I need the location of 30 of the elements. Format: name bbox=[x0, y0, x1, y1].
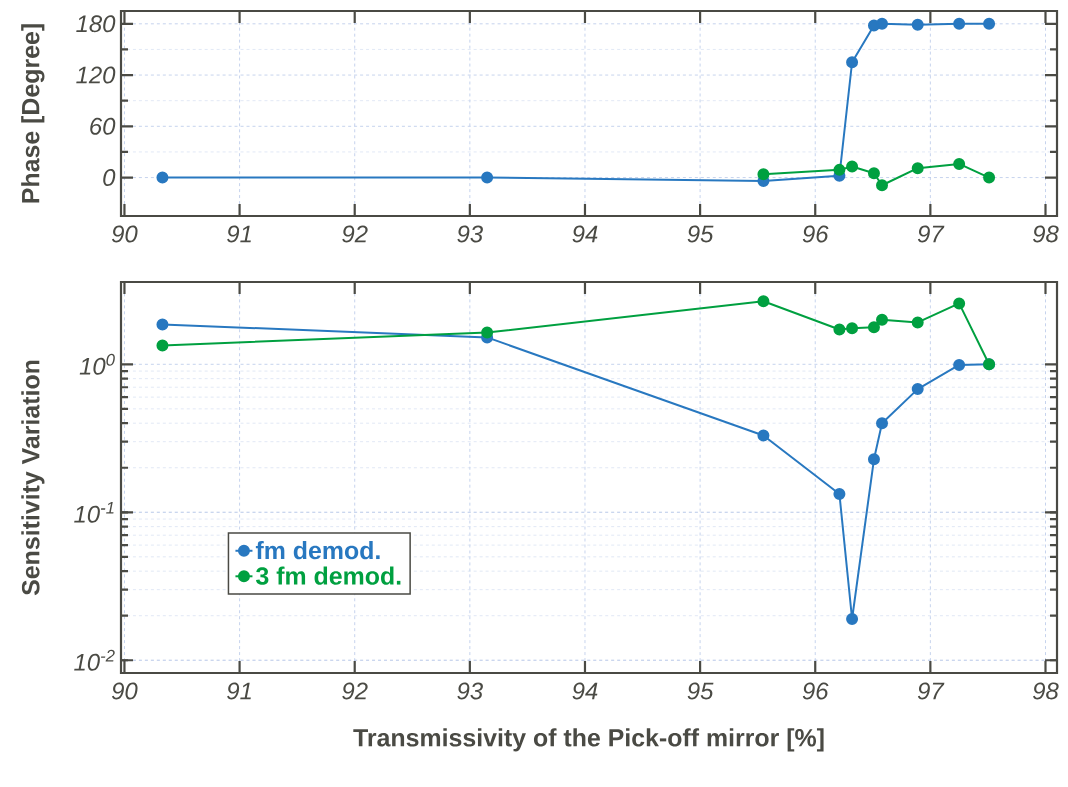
x-tick-label: 93 bbox=[457, 225, 483, 243]
y-tick-label: 10$^{-2}$ bbox=[74, 649, 115, 671]
y-tick-label: 10$^{-1}$ bbox=[74, 501, 114, 523]
x-tick-label: 92 bbox=[342, 682, 368, 700]
legend-label: 3 fm demod. bbox=[256, 566, 401, 585]
x-tick-label: 96 bbox=[802, 225, 829, 243]
x-tick-label: 98 bbox=[1033, 225, 1059, 243]
x-tick-label: 91 bbox=[227, 682, 251, 700]
x-tick-label: 93 bbox=[457, 682, 483, 700]
x-tick-label: 95 bbox=[687, 682, 714, 700]
x-tick-label: 98 bbox=[1033, 682, 1059, 700]
x-tick-label: 97 bbox=[917, 682, 945, 700]
x-tick-label: 90 bbox=[111, 225, 138, 243]
x-tick-label: 94 bbox=[572, 225, 598, 243]
y-axis-title: Sensitivity Variation bbox=[21, 360, 45, 596]
x-tick-label: 91 bbox=[227, 225, 251, 243]
x-tick-label: 97 bbox=[917, 225, 945, 243]
x-tick-label: 90 bbox=[111, 682, 138, 700]
y-tick-label: 60 bbox=[90, 117, 116, 135]
x-tick-label: 92 bbox=[342, 225, 368, 243]
x-tick-label: 95 bbox=[687, 225, 714, 243]
x-axis-title: Transmissivity of the Pick-off mirror [%] bbox=[353, 728, 824, 752]
legend-label: fm demod. bbox=[255, 541, 380, 560]
y-tick-label: 10$^{0}$ bbox=[79, 353, 115, 375]
x-tick-label: 96 bbox=[802, 682, 829, 700]
y-tick-label: 180 bbox=[76, 15, 116, 33]
x-tick-label: 94 bbox=[572, 682, 598, 700]
y-axis-title: Phase [Degree] bbox=[21, 24, 45, 203]
y-tick-label: 0 bbox=[103, 169, 116, 187]
y-tick-label: 120 bbox=[76, 66, 116, 84]
